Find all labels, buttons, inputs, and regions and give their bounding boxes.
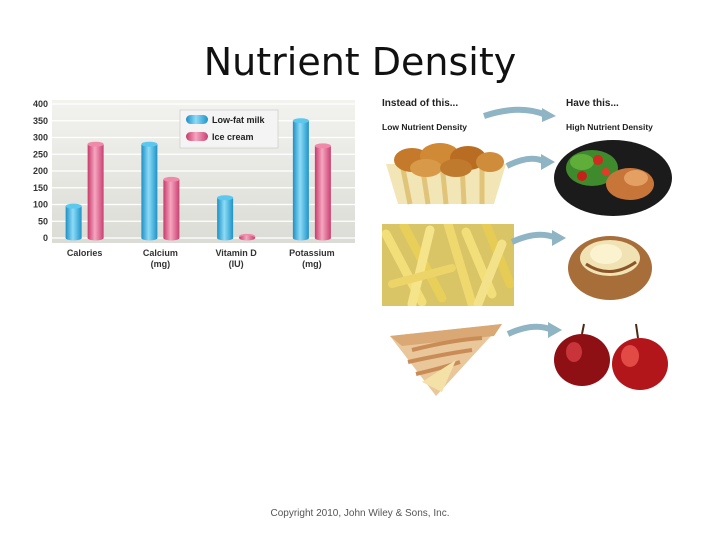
french-fries-image: [382, 224, 514, 306]
x-tick-label: Calories: [67, 248, 103, 258]
bar-low-fat-milk-potassium-mg: [292, 118, 309, 241]
y-tick-label: 200: [33, 166, 48, 176]
y-tick-label: 150: [33, 183, 48, 193]
y-tick-label: 400: [33, 99, 48, 109]
legend-label-ice-cream: Ice cream: [212, 132, 254, 142]
x-tick-label: Potassium (mg): [289, 248, 335, 269]
nutrient-bar-chart: 0 50 100 150 200 250 300 350 400 Calories Calcium…: [33, 99, 355, 269]
baked-potato-image: [566, 224, 654, 304]
x-tick-label: Calcium (mg): [143, 248, 178, 269]
legend-swatch-ice-cream: [186, 132, 208, 141]
legend-swatch-low-fat-milk: [186, 115, 208, 124]
bar-low-fat-milk-vitamin-d-iu: [217, 195, 234, 241]
bar-ice-cream-calcium-mg: [163, 176, 180, 241]
slide-title: Nutrient Density: [203, 40, 517, 84]
apple-pie-slice-image: [382, 316, 514, 398]
high-density-label: High Nutrient Density: [566, 122, 653, 132]
y-tick-label: 350: [33, 116, 48, 126]
chart-legend: Low-fat milk Ice cream: [179, 109, 279, 149]
y-tick-label: 300: [33, 133, 48, 143]
y-tick-label: 100: [33, 200, 48, 210]
y-tick-label: 50: [38, 216, 48, 226]
fried-chicken-nuggets-image: [382, 140, 510, 206]
y-tick-label: 0: [43, 233, 48, 243]
bar-low-fat-milk-calcium-mg: [141, 141, 158, 241]
bar-ice-cream-calories: [87, 141, 104, 241]
red-apples-image: [544, 316, 678, 394]
have-label: Have this...: [566, 98, 619, 109]
header-arrow: [483, 106, 556, 122]
legend-label-low-fat-milk: Low-fat milk: [212, 115, 265, 125]
bar-ice-cream-potassium-mg: [314, 143, 331, 241]
salad-and-chicken-plate-image: [552, 138, 674, 218]
bar-ice-cream-vitamin-d-iu: [239, 233, 256, 241]
arrow-row-1: [505, 154, 555, 170]
x-tick-label: Vitamin D (IU): [215, 248, 257, 269]
instead-label: Instead of this...: [382, 98, 459, 109]
bar-low-fat-milk-calories: [65, 203, 82, 241]
y-tick-label: 250: [33, 149, 48, 159]
arrow-row-3: [506, 322, 562, 338]
arrow-row-2: [510, 230, 566, 246]
copyright-notice: Copyright 2010, John Wiley & Sons, Inc.: [270, 508, 450, 519]
low-density-label: Low Nutrient Density: [382, 122, 468, 132]
